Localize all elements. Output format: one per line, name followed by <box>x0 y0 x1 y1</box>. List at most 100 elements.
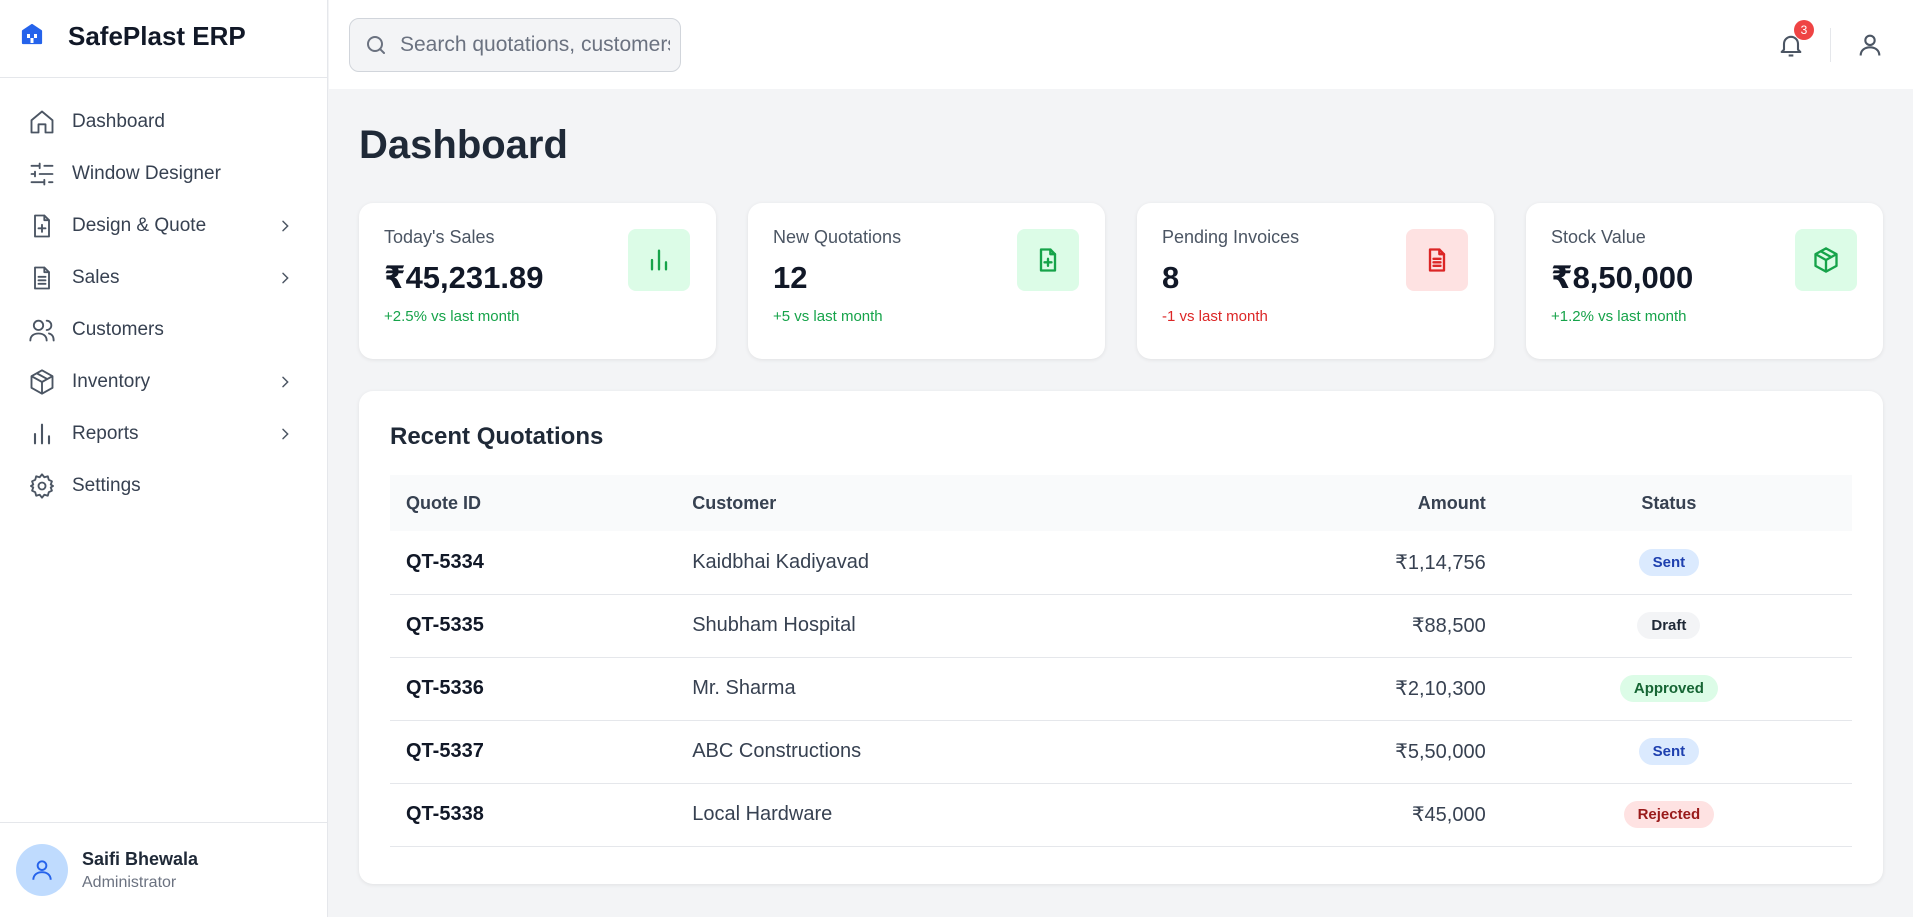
stat-card-pending-invoices: Pending Invoices 8 -1 vs last month <box>1137 203 1494 359</box>
table-row[interactable]: QT-5335 Shubham Hospital ₹88,500 Draft <box>390 594 1852 658</box>
divider <box>1830 27 1831 62</box>
sidebar-item-dashboard[interactable]: Dashboard <box>0 96 327 148</box>
sidebar-item-label: Window Designer <box>72 163 221 184</box>
sidebar-item-customers[interactable]: Customers <box>0 304 327 356</box>
customer-name: ABC Constructions <box>692 720 1276 784</box>
bell-icon <box>1780 35 1802 57</box>
file-text-icon <box>28 264 56 292</box>
search-icon <box>367 35 385 54</box>
sidebar-item-sales[interactable]: Sales <box>0 252 327 304</box>
chevron-right-icon <box>282 272 289 284</box>
customer-name: Local Hardware <box>692 783 1276 847</box>
notifications-button[interactable]: 3 <box>1774 19 1814 62</box>
stat-label: Stock Value <box>1551 227 1646 247</box>
main-content: Dashboard Today's Sales ₹45,231.89 +2.5%… <box>359 89 1883 884</box>
table-header-row: Quote ID Customer Amount Status <box>390 475 1852 531</box>
status-badge: Draft <box>1637 612 1701 639</box>
stat-value: ₹8,50,000 <box>1551 260 1694 295</box>
stat-delta: +2.5% vs last month <box>384 308 520 325</box>
sidebar: SafePlast ERP Dashboard Window Designer … <box>0 0 328 917</box>
profile-button[interactable] <box>1853 28 1887 62</box>
customer-name: Mr. Sharma <box>692 657 1276 721</box>
quote-id: QT-5336 <box>390 657 693 721</box>
sidebar-item-settings[interactable]: Settings <box>0 460 327 512</box>
quote-id: QT-5334 <box>390 531 693 595</box>
avatar <box>16 844 68 896</box>
stat-value: 12 <box>773 260 808 295</box>
sidebar-item-label: Sales <box>72 267 120 288</box>
sidebar-item-window-designer[interactable]: Window Designer <box>0 148 327 200</box>
amount: ₹45,000 <box>1275 783 1486 847</box>
sidebar-item-inventory[interactable]: Inventory <box>0 356 327 408</box>
app-name: SafePlast ERP <box>68 21 246 51</box>
column-header: Amount <box>1417 492 1486 513</box>
brand: SafePlast ERP <box>0 0 327 78</box>
user-role: Administrator <box>82 873 177 891</box>
sidebar-item-design-quote[interactable]: Design & Quote <box>0 200 327 252</box>
amount: ₹5,50,000 <box>1275 720 1486 784</box>
stat-delta: +1.2% vs last month <box>1551 308 1687 325</box>
sidebar-item-label: Design & Quote <box>72 215 207 236</box>
status-badge: Sent <box>1638 738 1700 765</box>
status-badge: Approved <box>1619 675 1718 702</box>
chevron-right-icon <box>282 220 289 232</box>
sidebar-nav: Dashboard Window Designer Design & Quote… <box>0 78 327 822</box>
package-icon <box>28 368 56 396</box>
column-header: Status <box>1641 492 1697 513</box>
table-row[interactable]: QT-5336 Mr. Sharma ₹2,10,300 Approved <box>390 657 1852 721</box>
amount: ₹88,500 <box>1275 594 1486 658</box>
table-row[interactable]: QT-5334 Kaidbhai Kadiyavad ₹1,14,756 Sen… <box>390 531 1852 595</box>
sidebar-item-reports[interactable]: Reports <box>0 408 327 460</box>
stat-delta: +5 vs last month <box>773 308 883 325</box>
bar-chart-icon <box>628 229 690 291</box>
topbar: 3 <box>329 0 1913 89</box>
stat-label: Today's Sales <box>384 227 495 247</box>
file-plus-icon <box>28 212 56 240</box>
file-plus-icon <box>1017 229 1079 291</box>
stat-value: ₹45,231.89 <box>384 260 544 295</box>
sidebar-item-label: Dashboard <box>72 111 165 132</box>
column-header: Customer <box>692 492 777 513</box>
building-icon <box>21 23 43 44</box>
amount: ₹1,14,756 <box>1275 531 1486 595</box>
table-body: QT-5334 Kaidbhai Kadiyavad ₹1,14,756 Sen… <box>390 531 1852 847</box>
stat-delta: -1 vs last month <box>1162 308 1268 325</box>
status-badge: Rejected <box>1623 801 1715 828</box>
user-icon <box>32 860 52 880</box>
sliders-icon <box>28 160 56 188</box>
amount: ₹2,10,300 <box>1275 657 1486 721</box>
stat-label: Pending Invoices <box>1162 227 1300 247</box>
sidebar-item-label: Reports <box>72 423 139 444</box>
sidebar-item-label: Inventory <box>72 371 151 392</box>
section-title: Recent Quotations <box>390 423 604 450</box>
user-icon <box>1859 34 1881 56</box>
stat-card-new-quotations: New Quotations 12 +5 vs last month <box>748 203 1105 359</box>
customer-name: Shubham Hospital <box>692 594 1276 658</box>
quotations-table: Quote ID Customer Amount Status QT-5334 … <box>390 475 1852 847</box>
notification-badge: 3 <box>1794 19 1814 40</box>
quote-id: QT-5337 <box>390 720 693 784</box>
topbar-actions: 3 <box>1774 19 1887 62</box>
quote-id: QT-5338 <box>390 783 693 847</box>
chevron-right-icon <box>282 428 289 440</box>
search-input[interactable] <box>400 32 670 57</box>
search-box[interactable] <box>349 17 681 72</box>
file-text-icon <box>1406 229 1468 291</box>
table-row[interactable]: QT-5338 Local Hardware ₹45,000 Rejected <box>390 783 1852 847</box>
stat-value: 8 <box>1162 260 1180 295</box>
sidebar-item-label: Settings <box>72 475 141 496</box>
status-badge: Sent <box>1638 548 1700 576</box>
stat-card-todays-sales: Today's Sales ₹45,231.89 +2.5% vs last m… <box>359 203 716 359</box>
table-row[interactable]: QT-5337 ABC Constructions ₹5,50,000 Sent <box>390 720 1852 784</box>
stat-label: New Quotations <box>773 227 902 247</box>
chevron-right-icon <box>282 376 289 388</box>
stats-row: Today's Sales ₹45,231.89 +2.5% vs last m… <box>359 203 1883 359</box>
stat-card-stock-value: Stock Value ₹8,50,000 +1.2% vs last mont… <box>1526 203 1883 359</box>
page-title: Dashboard <box>359 123 568 167</box>
column-header: Quote ID <box>406 492 481 513</box>
customer-name: Kaidbhai Kadiyavad <box>692 531 1276 595</box>
user-profile[interactable]: Saifi Bhewala Administrator <box>0 822 327 917</box>
users-icon <box>28 316 56 344</box>
user-name: Saifi Bhewala <box>82 848 199 869</box>
home-icon <box>28 108 56 136</box>
